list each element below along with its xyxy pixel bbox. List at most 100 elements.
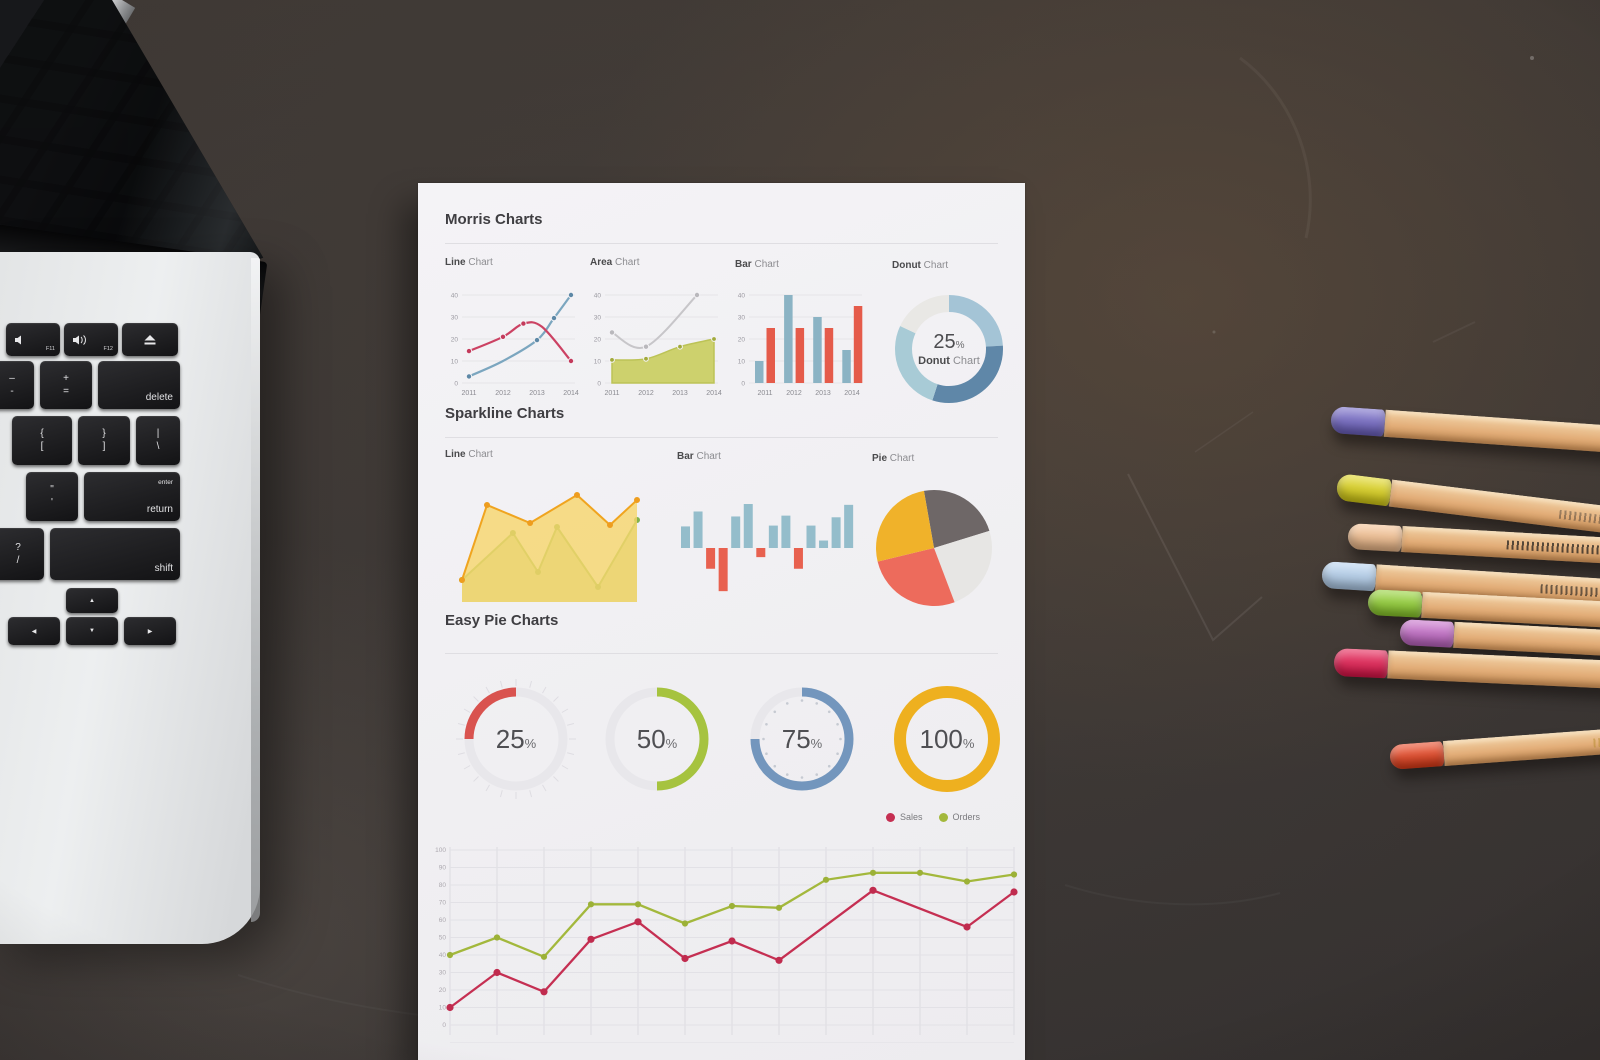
dial-dot [762,737,765,741]
key-return: enter return [84,472,180,521]
percent-sign: % [665,736,678,751]
key-bottom-legend: - [10,385,14,397]
tick-label: 2011 [604,390,619,397]
bar-red [795,328,805,383]
pencil-barcode [1506,540,1600,555]
dial-dot [815,773,819,776]
tick-label: 70 [439,900,447,907]
dial-tick [473,696,479,702]
tick-label: 30 [738,314,746,321]
title-rest: Chart [465,257,493,268]
data-point [1010,871,1018,878]
dial-dot [815,702,819,705]
dial-tick [542,784,547,792]
data-point [540,953,548,960]
donut-segment [932,345,1003,403]
morris-bar-chart: 0 10 20 30 40 2011 2012 2013 2014 [738,292,863,397]
data-point [634,918,642,926]
key-top-legend: + [63,372,69,384]
tick-label: 2013 [815,390,831,397]
spark-bar [756,548,766,558]
pencil-purple [1330,405,1600,458]
data-point [607,522,613,528]
dial-dot [836,722,839,726]
donut-caption: Donut Chart [889,355,1009,367]
donut-segment [900,295,950,334]
key-bottom-legend: [ [40,441,44,452]
pencil-body [1387,650,1600,693]
ring-arc [656,687,709,791]
data-point [681,954,689,963]
easy-pie-value: 75 [781,724,811,754]
legend-label: Orders [952,812,981,822]
key-backslash: | \ [136,416,180,465]
easy-pie-value: 50 [636,724,666,754]
ring-arc [464,687,517,740]
donut-value: 25 [933,331,956,353]
bar-red [853,306,863,383]
key-top-legend: { [40,428,44,439]
eject-icon [144,334,156,344]
tick-label: 2014 [706,390,722,397]
easy-pie-ring-25 [456,679,576,799]
title-bold: Bar [735,259,752,270]
dial-tick [561,708,569,713]
data-point [533,336,541,344]
dial-dot [827,710,831,714]
key-top-legend: } [102,428,106,439]
pie-slice-light-gray [934,530,993,603]
spark-bar [681,526,690,548]
key-top-legend: | [156,428,160,439]
charts-canvas: 0 10 20 30 40 2011 2012 2013 2014 0 10 20 30 40 2011 20… [435,291,1018,1043]
key-f12-label: F12 [103,346,113,352]
bar-blue [755,361,764,383]
key-bottom-legend: \ [156,441,160,452]
pencil-scarlet [1389,722,1600,770]
data-point [574,492,580,498]
tick-label: 2011 [461,390,476,397]
data-point [963,923,971,931]
key-delete-label: delete [145,392,173,403]
data-point [493,968,501,977]
key-shift: shift [50,528,180,580]
data-point [459,577,465,583]
ring-arc [894,686,1000,792]
key-quote: " ' [26,472,78,521]
dial-tick [457,722,465,726]
bar-blue [842,350,851,383]
pencil-body [1442,722,1600,766]
data-point [587,901,595,908]
spark-bar-chart [681,504,854,592]
key-f11-label: F11 [45,346,55,352]
tick-label: 30 [439,970,447,977]
title-bold: Bar [677,451,694,462]
morris-donut-chart-title: Donut Chart [892,260,948,271]
data-point [446,1003,454,1012]
spark-bar [693,511,703,548]
data-point [527,520,534,526]
data-point [634,901,642,908]
morris-donut-chart [895,295,1003,403]
tick-label: 10 [594,358,602,365]
percent-sign: % [810,736,823,751]
pencil-cap [1335,472,1393,506]
orders-legend-dot [938,812,948,822]
dial-tick [542,686,547,694]
title-rest: Chart [465,449,493,460]
data-point [446,951,454,959]
legend-item-sales: Sales [886,812,923,822]
data-point [520,320,527,327]
data-point [681,920,689,927]
dial-dot [765,722,768,726]
easy-pie-ring-100 [894,686,1000,792]
tick-label: 0 [454,380,458,387]
legend-label: Sales [900,812,923,822]
key-top-legend: " [50,484,54,495]
tick-label: 2012 [638,390,654,397]
divider [445,243,998,244]
title-rest: Chart [920,260,949,271]
key-shift-label: shift [154,563,173,574]
section-title-sparkline: Sparkline Charts [445,405,565,422]
donut-segment [895,326,938,401]
